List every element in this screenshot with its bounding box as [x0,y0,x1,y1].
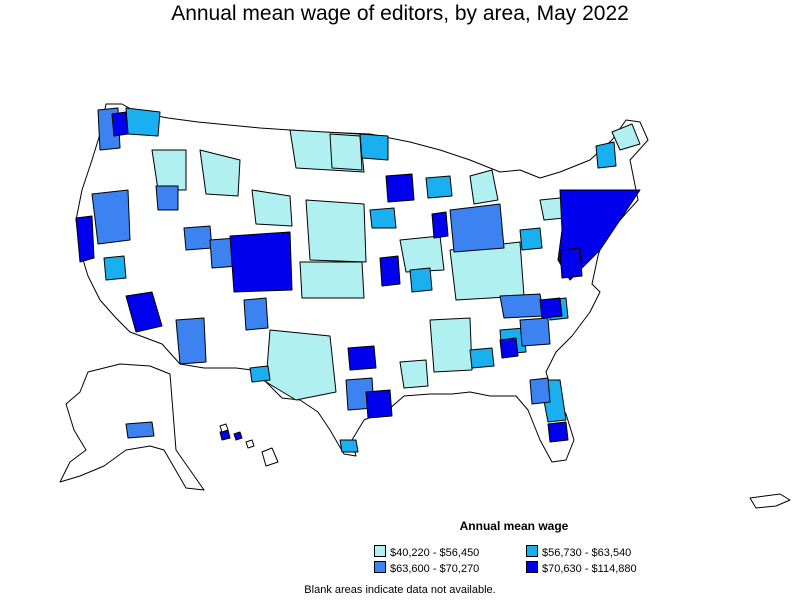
region-south-texas [339,439,359,453]
legend-item-3: $63,600 - $70,270 [374,561,479,575]
region-washington-north [125,107,161,137]
legend-label: $63,600 - $70,270 [390,563,480,575]
region-south-dakota-nebraska [305,199,367,263]
region-south-carolina [519,317,551,347]
region-utah [183,225,213,251]
region-michigan [469,169,499,205]
region-chicago [431,211,449,239]
puerto-rico-outline [749,493,791,509]
region-houston [365,389,393,419]
region-mississippi-alabama [429,317,473,373]
region-florida-west [529,377,551,405]
region-idaho-boise [155,185,179,211]
region-wyoming [251,189,293,227]
region-west-virginia [519,227,543,251]
region-indiana-ohio [449,203,505,253]
legend-label: $56,730 - $63,540 [542,547,632,559]
region-dallas [347,345,377,371]
legend-swatch [374,545,386,557]
region-california-central [103,255,127,281]
legend-title: Annual mean wage [459,519,569,533]
legend-item-1: $40,220 - $56,450 [374,545,479,559]
region-san-francisco [75,215,95,263]
region-seattle [111,111,129,137]
hawaii-honolulu [233,431,243,441]
region-los-angeles [125,291,163,333]
region-arizona [175,317,207,365]
legend-swatch [374,561,386,573]
region-raleigh [539,297,563,319]
region-arizona-south [249,365,271,383]
region-kansas [299,261,365,299]
region-missouri [409,267,433,293]
region-oregon-west [91,189,131,245]
legend-swatch [526,561,538,573]
region-wisconsin [425,175,453,199]
region-miami [547,421,569,443]
region-minnesota-north [359,133,389,161]
region-kansas-city [379,255,401,287]
hawaii-islands [219,423,279,467]
region-louisiana [399,359,429,389]
region-minneapolis [385,173,415,203]
alaska-anchorage [125,421,155,439]
region-minnesota-central [369,207,397,229]
legend-item-4: $70,630 - $114,880 [526,561,637,575]
region-vermont-nh [595,141,617,169]
footnote: Blank areas indicate data not available. [304,584,496,596]
region-washington-dc [559,247,583,279]
legend-label: $70,630 - $114,880 [542,563,637,575]
region-maine [611,123,641,151]
region-alabama [469,347,495,369]
legend-swatch [526,545,538,557]
region-oregon-east [151,149,187,191]
region-atlanta [499,337,519,359]
region-idaho-montana [199,149,241,197]
region-new-mexico [243,297,269,331]
legend-label: $40,220 - $56,450 [390,547,480,559]
legend-item-2: $56,730 - $63,540 [526,545,631,559]
region-denver [229,231,293,293]
region-north-carolina [499,293,545,319]
region-north-dakota [329,133,363,171]
region-midwest-1 [399,235,445,273]
map-title: Annual mean wage of editors, by area, Ma… [171,2,629,25]
